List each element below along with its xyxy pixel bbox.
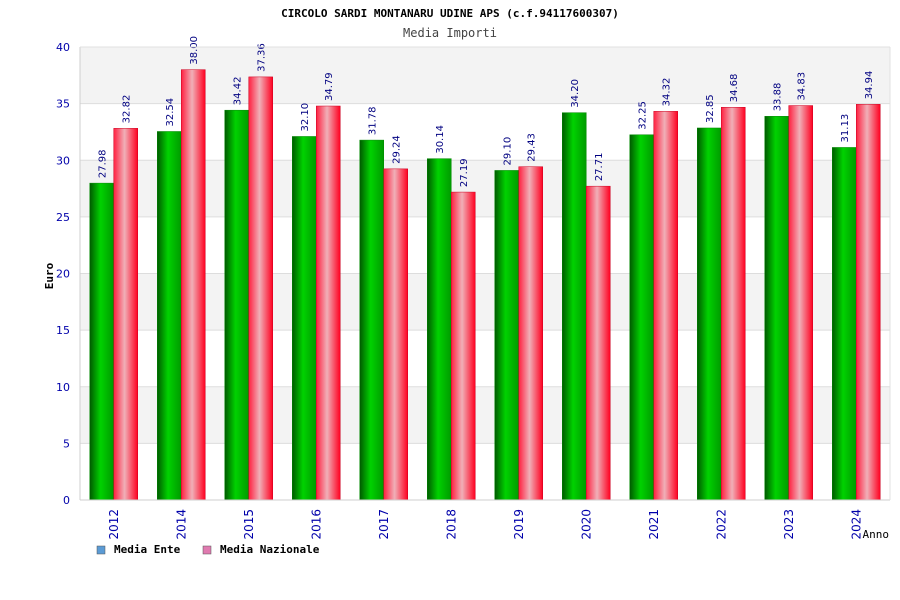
axes: [79, 46, 891, 501]
x-axis-label: Anno: [863, 528, 890, 541]
data-label: 34.83: [797, 72, 808, 101]
y-tick-label: 0: [63, 494, 70, 507]
plot-band: [80, 47, 890, 104]
data-label: 31.78: [368, 106, 379, 135]
x-tick-label: 2023: [782, 509, 796, 540]
data-label: 34.20: [570, 79, 581, 108]
data-label: 32.85: [705, 94, 716, 123]
data-label: 29.43: [527, 133, 538, 162]
y-tick-label: 15: [56, 324, 70, 337]
bar-media-ente-2022: [697, 127, 722, 501]
y-tick-label: 5: [63, 437, 70, 450]
data-label: 34.68: [729, 74, 740, 103]
chart-subtitle: Media Importi: [403, 26, 497, 40]
chart-title: CIRCOLO SARDI MONTANARU UDINE APS (c.f.9…: [281, 7, 619, 20]
data-label: 27.19: [459, 158, 470, 187]
data-label: 32.10: [300, 103, 311, 132]
bar-media-ente-2021: [629, 134, 654, 501]
data-label: 32.54: [165, 98, 176, 127]
legend-label-media-nazionale: Media Nazionale: [220, 543, 320, 556]
data-label: 32.82: [122, 95, 133, 124]
x-tick-label: 2019: [512, 509, 526, 540]
bar-media-nazionale-2015: [248, 76, 273, 501]
data-label: 38.00: [189, 36, 200, 65]
bar-media-nazionale-2018: [451, 191, 476, 501]
plot-band: [80, 386, 890, 444]
legend-swatch-media-nazionale: [202, 545, 212, 555]
y-tick-label: 30: [56, 154, 70, 167]
data-label: 31.13: [840, 114, 851, 143]
bar-media-ente-2024: [832, 147, 857, 501]
bar-media-ente-2016: [292, 136, 317, 501]
y-tick-labels: 0 5 10 15 20 25 30 35 40: [56, 41, 70, 507]
data-label: 27.71: [594, 153, 605, 182]
y-tick-label: 10: [56, 381, 70, 394]
legend-swatch-media-ente: [96, 545, 106, 555]
x-tick-label: 2022: [714, 509, 728, 540]
x-tick-label: 2024: [849, 509, 863, 540]
x-tick-label: 2018: [444, 509, 458, 540]
data-label: 33.88: [773, 83, 784, 112]
bar-media-ente-2023: [764, 116, 789, 501]
data-label: 34.79: [324, 72, 335, 101]
x-tick-label: 2020: [579, 509, 593, 540]
bars: [89, 69, 881, 501]
y-tick-label: 25: [56, 211, 70, 224]
plot-band: [80, 330, 890, 387]
bar-media-nazionale-2023: [788, 105, 813, 501]
bar-media-ente-2014: [157, 131, 182, 501]
x-tick-label: 2016: [309, 509, 323, 540]
bar-media-nazionale-2020: [586, 185, 611, 501]
plot-band: [80, 160, 890, 217]
data-label: 29.10: [503, 137, 514, 166]
data-labels: 27.98 32.82 32.54 38.00 34.42 37.36 32.10 34.79…: [98, 36, 876, 187]
legend-label-media-ente: Media Ente: [114, 543, 181, 556]
plot-band: [80, 443, 890, 500]
data-label: 37.36: [257, 43, 268, 72]
bar-media-ente-2017: [359, 139, 384, 501]
data-label: 34.94: [864, 71, 875, 100]
y-tick-label: 35: [56, 98, 70, 111]
data-label: 29.24: [392, 135, 403, 164]
data-label: 27.98: [98, 149, 109, 178]
plot-band: [80, 216, 890, 274]
y-tick-label: 40: [56, 41, 70, 54]
bar-media-nazionale-2012: [113, 128, 138, 501]
data-label: 30.14: [435, 125, 446, 154]
data-label: 34.42: [233, 77, 244, 106]
legend: Media Ente Media Nazionale: [96, 543, 320, 556]
x-tick-label: 2017: [377, 509, 391, 540]
bar-media-nazionale-2021: [653, 111, 678, 501]
x-tick-label: 2014: [174, 509, 188, 540]
x-tick-label: 2015: [242, 509, 256, 540]
bar-media-nazionale-2022: [721, 106, 746, 501]
bar-media-ente-2020: [562, 112, 587, 501]
x-tick-labels: 2012 2014 2015 2016 2017 2018 2019 2020 2021 2022…: [107, 509, 864, 540]
data-label: 34.32: [662, 78, 673, 107]
bar-media-ente-2018: [427, 158, 452, 501]
bar-media-nazionale-2024: [856, 104, 881, 501]
bar-media-nazionale-2019: [518, 166, 543, 501]
y-axis-label: Euro: [43, 262, 56, 289]
bar-media-ente-2019: [494, 170, 519, 501]
bar-media-nazionale-2017: [383, 168, 408, 501]
data-label: 32.25: [638, 101, 649, 130]
plot-band: [80, 103, 890, 161]
bar-media-ente-2015: [224, 109, 249, 501]
bar-media-nazionale-2014: [181, 69, 206, 501]
bar-media-nazionale-2016: [316, 105, 341, 501]
plot-band: [80, 273, 890, 331]
y-tick-label: 20: [56, 268, 70, 281]
x-tick-label: 2021: [647, 509, 661, 540]
plot-background: [80, 47, 890, 500]
x-tick-label: 2012: [107, 509, 121, 540]
bar-media-ente-2012: [89, 182, 114, 501]
